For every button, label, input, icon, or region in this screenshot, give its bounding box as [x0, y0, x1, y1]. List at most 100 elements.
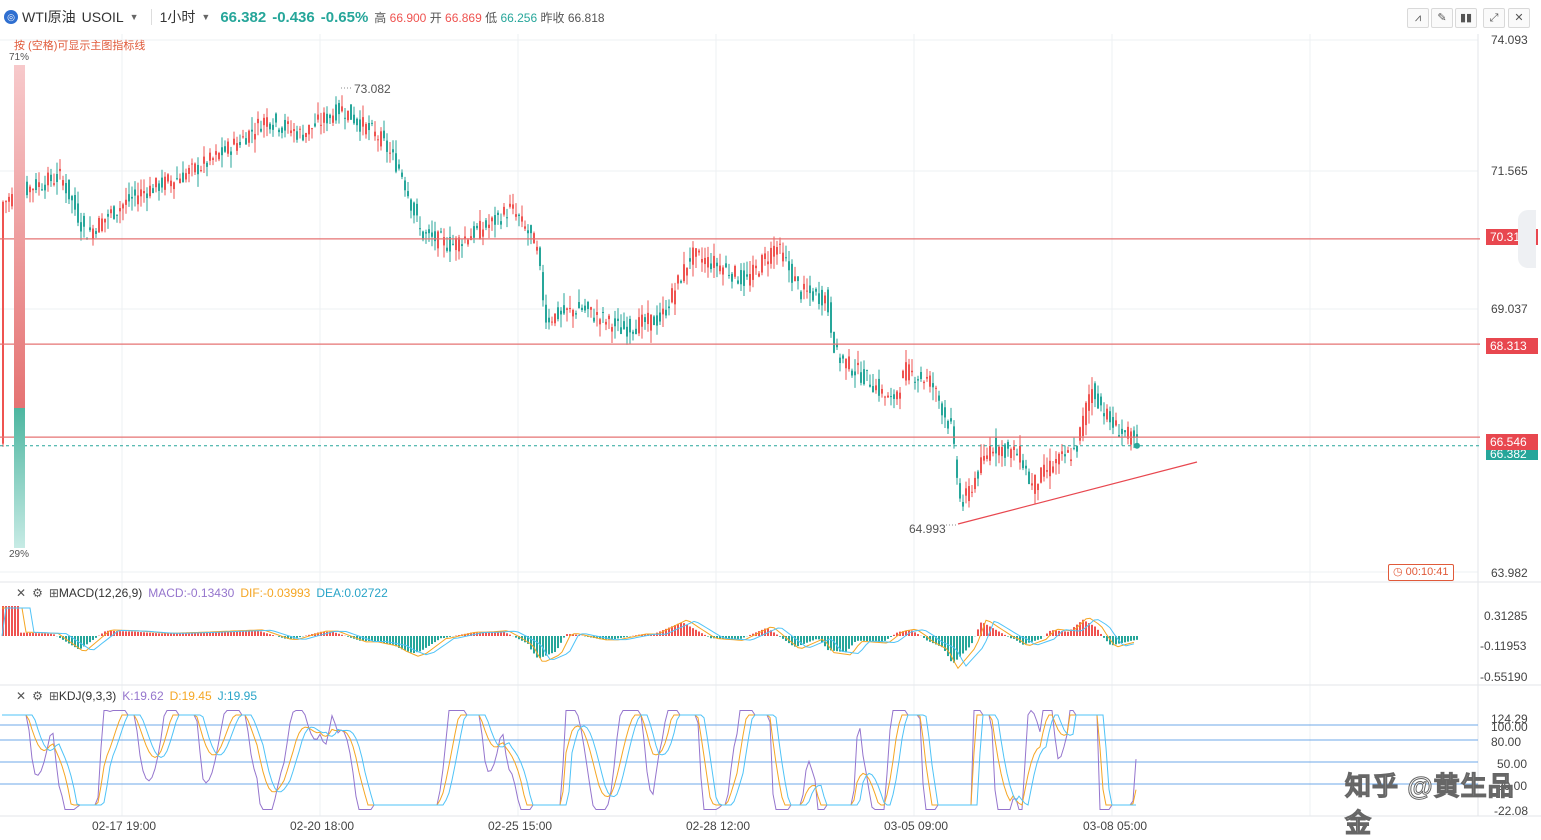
macd-bar [437, 636, 439, 640]
candle-body [596, 312, 598, 315]
candle-body [1130, 431, 1132, 444]
candle-body [92, 229, 94, 240]
macd-title[interactable]: MACD(12,26,9) [59, 586, 142, 600]
candle-body [635, 329, 637, 334]
candle-body [368, 123, 370, 130]
macd-bar [47, 634, 49, 636]
macd-bar [485, 632, 487, 636]
candle-body [1025, 466, 1027, 469]
candle-body [479, 221, 481, 239]
candle-body [2, 202, 4, 444]
candle-body [983, 456, 985, 461]
price-axis-label: 71.565 [1491, 164, 1528, 178]
macd-bar [836, 636, 838, 651]
candle-body [632, 332, 634, 334]
candle-body [797, 276, 799, 281]
kdj-title[interactable]: KDJ(9,3,3) [59, 689, 116, 703]
candle-body [743, 270, 745, 285]
macd-bar [1037, 636, 1039, 640]
settings-icon[interactable]: ⚙ [32, 586, 43, 600]
candle-body [356, 119, 358, 125]
candle-body [602, 312, 604, 313]
macd-bar [848, 636, 850, 649]
macd-bar [149, 633, 151, 636]
candle-body [533, 233, 535, 243]
candle-body [647, 313, 649, 324]
settings-icon[interactable]: ⚙ [32, 689, 43, 703]
macd-bar [560, 636, 562, 643]
strength-bar-bear [14, 408, 25, 548]
candle-body [404, 180, 406, 190]
macd-bar [575, 635, 577, 636]
add-indicator-icon[interactable]: ⊞ [49, 586, 59, 600]
candle-body [518, 215, 520, 216]
macd-bar [86, 636, 88, 644]
candle-body [341, 106, 343, 111]
macd-bar [1007, 636, 1009, 637]
macd-bar [1127, 636, 1129, 642]
candle-body [152, 188, 154, 193]
clock-icon: ◷ [1393, 566, 1403, 578]
close-panel-icon[interactable]: ✕ [16, 586, 26, 600]
macd-bar [557, 636, 559, 648]
candle-body [794, 276, 796, 281]
macd-bar [1046, 634, 1048, 636]
candle-body [5, 201, 7, 202]
macd-bar [260, 632, 262, 636]
dif-line [2, 608, 1134, 668]
macd-bar [1130, 636, 1132, 641]
macd-bar [857, 636, 859, 641]
candle-body [698, 251, 700, 253]
candle-body [575, 313, 577, 314]
macd-bar [1073, 627, 1075, 636]
macd-bar [164, 633, 166, 636]
candle-body [734, 266, 736, 277]
candle-body [746, 274, 748, 276]
candle-body [1028, 472, 1030, 484]
candle-body [893, 394, 895, 399]
candle-body [527, 230, 529, 233]
candle-body [1112, 417, 1114, 428]
macd-bar [236, 631, 238, 636]
side-panel-handle[interactable] [1518, 210, 1536, 268]
candle-body [872, 386, 874, 392]
candle-body [515, 214, 517, 217]
macd-bar [968, 636, 970, 647]
candle-body [509, 204, 511, 207]
candle-body [1094, 383, 1096, 399]
macd-bar [248, 631, 250, 636]
candle-body [806, 291, 808, 292]
macd-bar [548, 636, 550, 654]
candle-body [662, 309, 664, 315]
candle-body [545, 305, 547, 323]
macd-bar [137, 632, 139, 636]
macd-bar [14, 606, 16, 636]
candle-body [497, 213, 499, 215]
candle-body [38, 182, 40, 187]
candle-body [47, 173, 49, 186]
macd-bar [110, 631, 112, 636]
candle-body [599, 319, 601, 324]
candle-body [461, 244, 463, 246]
candle-body [1088, 394, 1090, 411]
candle-body [317, 115, 319, 120]
level-tag: 68.313 [1486, 338, 1538, 354]
add-indicator-icon[interactable]: ⊞ [49, 689, 59, 703]
macd-bar [29, 633, 31, 636]
candle-body [389, 153, 391, 154]
close-panel-icon[interactable]: ✕ [16, 689, 26, 703]
candle-body [554, 314, 556, 324]
strength-bottom-label: 29% [9, 549, 29, 560]
candle-body [1031, 483, 1033, 485]
candle-body [845, 359, 847, 368]
macd-bar [893, 635, 895, 636]
time-axis-label: 03-08 05:00 [1083, 819, 1147, 833]
candle-body [338, 103, 340, 114]
candle-body [566, 308, 568, 310]
macd-bar [620, 636, 622, 638]
candle-body [200, 170, 202, 171]
candle-body [212, 158, 214, 160]
macd-bar [422, 636, 424, 650]
macd-bar [1001, 633, 1003, 636]
